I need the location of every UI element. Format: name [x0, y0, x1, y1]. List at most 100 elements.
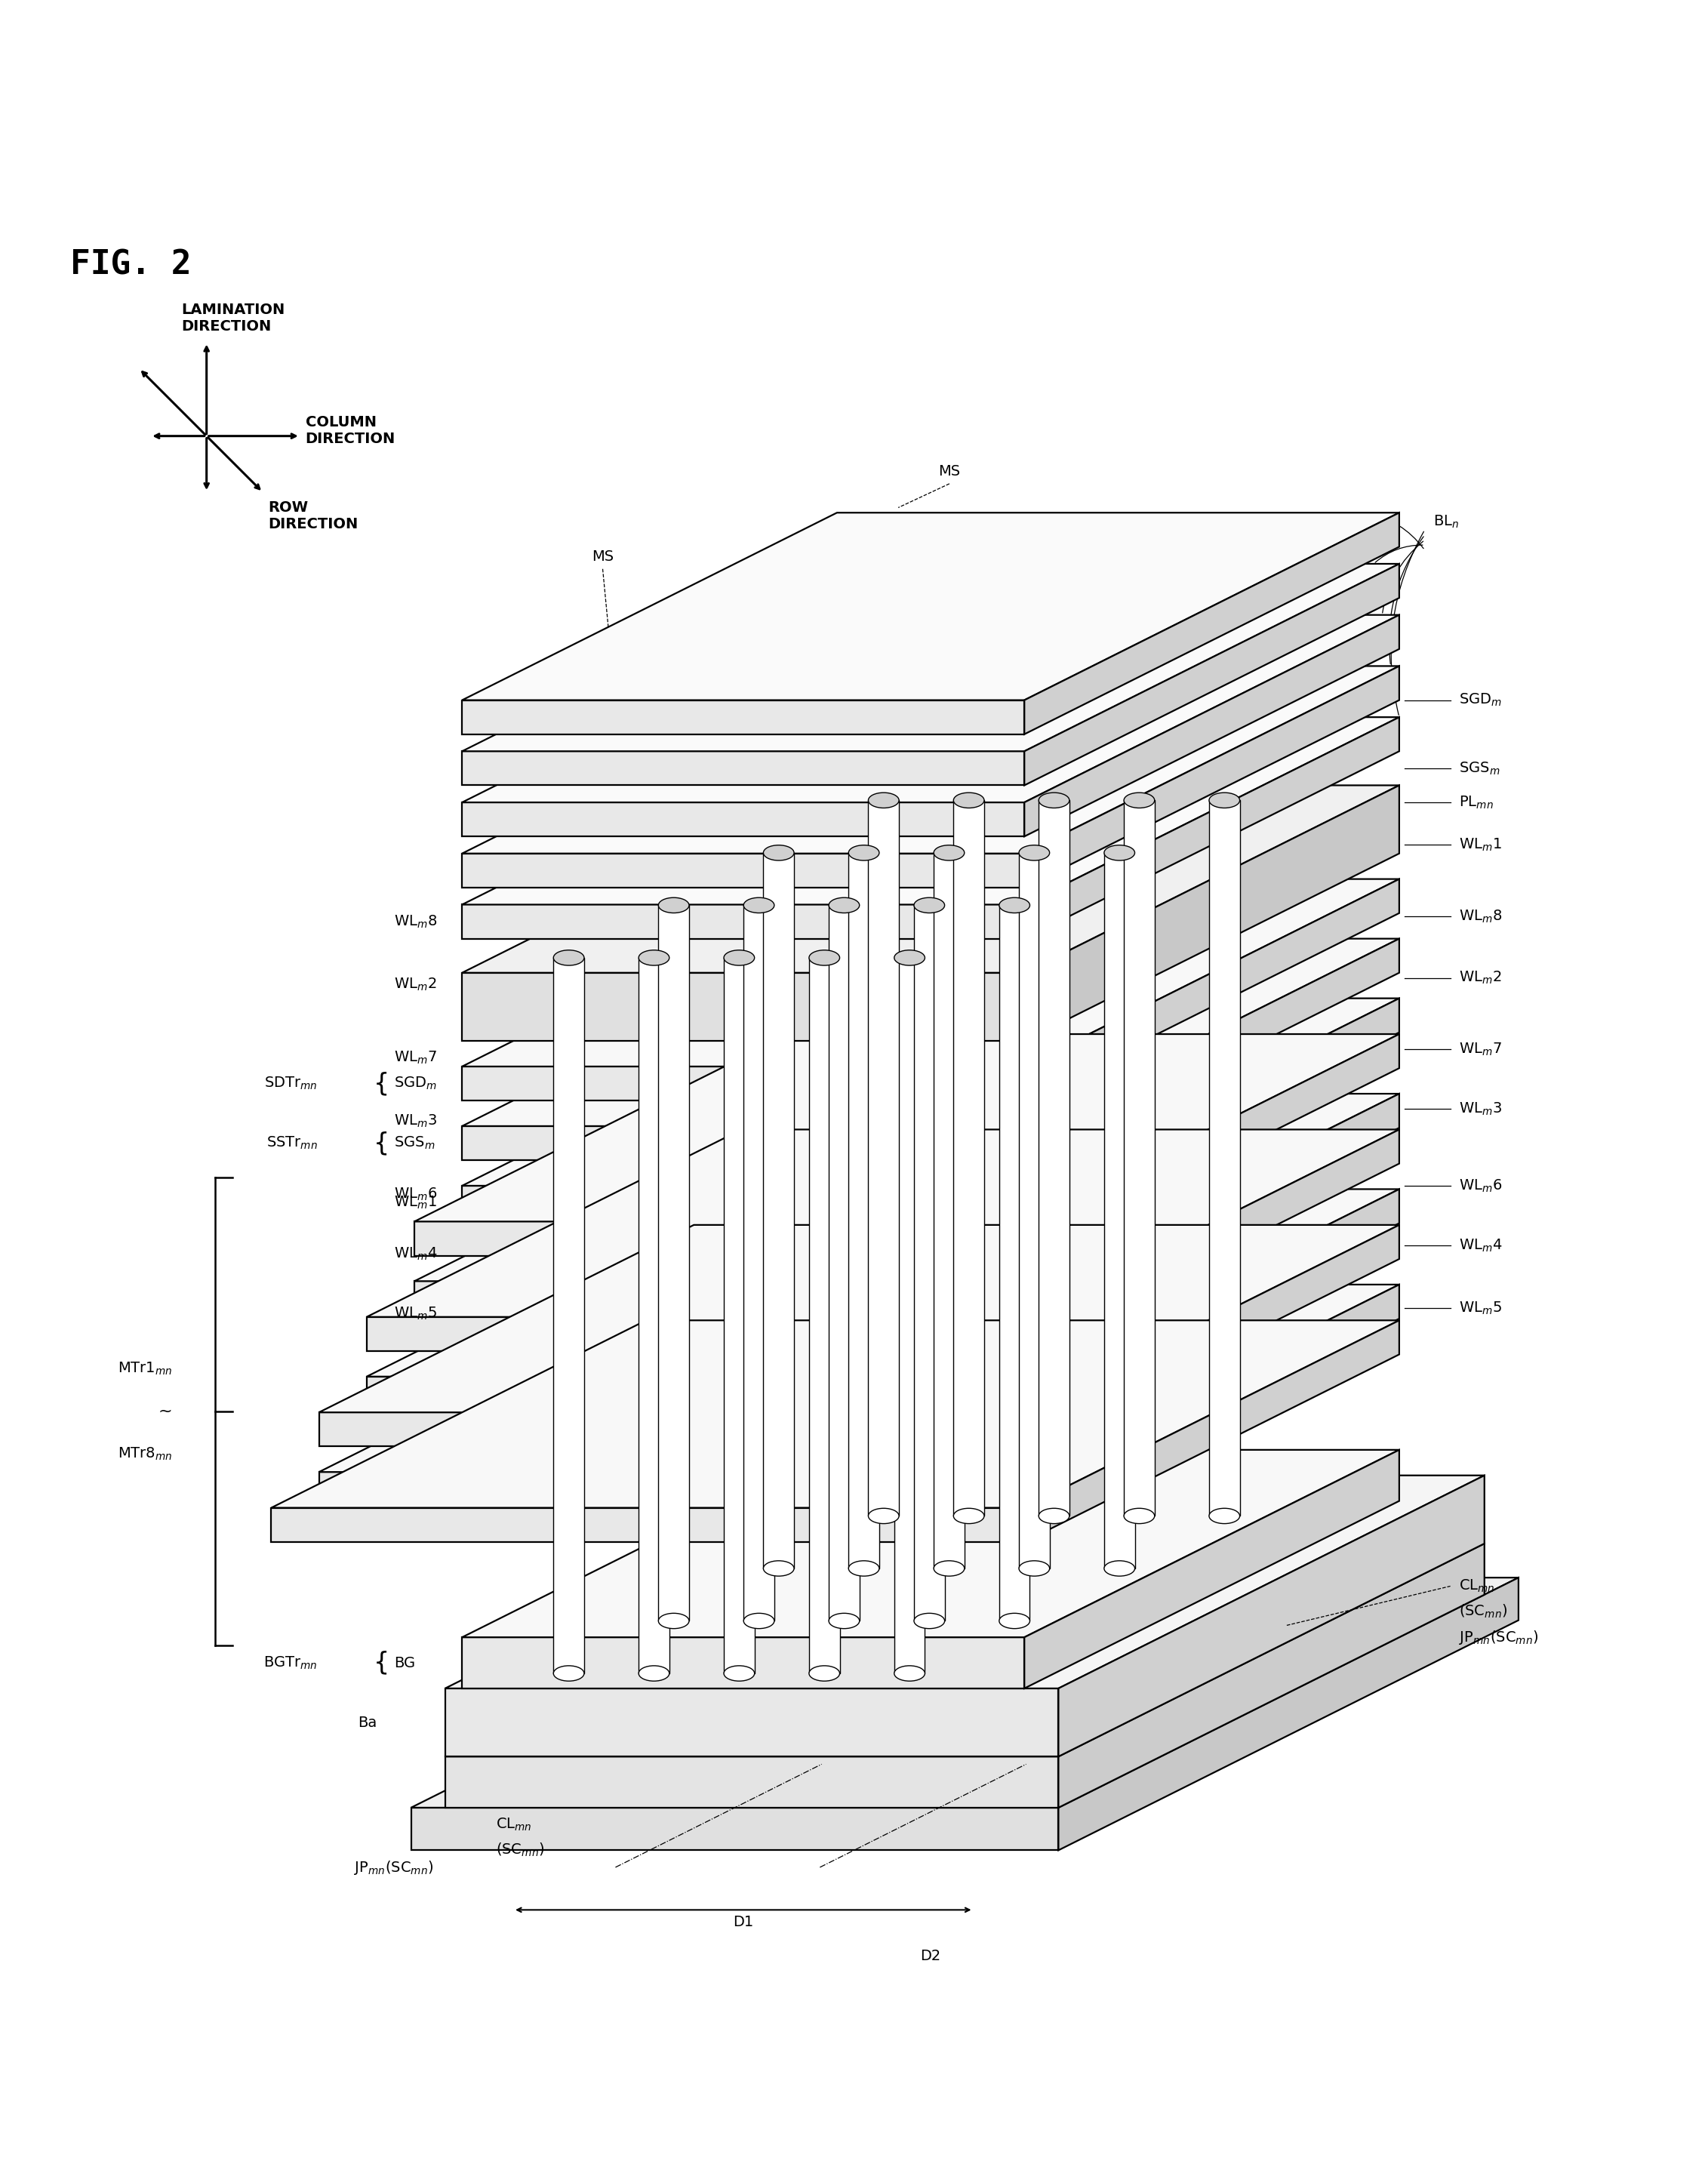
Polygon shape	[895, 958, 924, 1673]
Ellipse shape	[849, 845, 880, 860]
Polygon shape	[463, 1638, 1025, 1688]
Text: (SC$_{mn}$): (SC$_{mn}$)	[1459, 1604, 1508, 1621]
Polygon shape	[412, 1578, 1518, 1807]
Polygon shape	[272, 1508, 1025, 1543]
Text: SDTr$_{mn}$: SDTr$_{mn}$	[265, 1075, 318, 1092]
Ellipse shape	[914, 1612, 945, 1630]
Ellipse shape	[999, 1612, 1030, 1630]
Ellipse shape	[1038, 1508, 1069, 1523]
Ellipse shape	[763, 1560, 794, 1575]
Polygon shape	[463, 904, 1025, 938]
Text: WL$_m$8: WL$_m$8	[395, 914, 437, 930]
Polygon shape	[463, 1450, 1399, 1638]
Text: BGTr$_{mn}$: BGTr$_{mn}$	[263, 1656, 318, 1671]
Ellipse shape	[934, 1560, 965, 1575]
Ellipse shape	[895, 1666, 924, 1682]
Polygon shape	[1209, 800, 1240, 1517]
Text: JP$_{mn}$(SC$_{mn}$): JP$_{mn}$(SC$_{mn}$)	[1459, 1630, 1539, 1647]
Polygon shape	[1059, 1578, 1518, 1851]
Text: {: {	[374, 1131, 389, 1155]
Ellipse shape	[810, 1666, 840, 1682]
Text: WL$_m$2: WL$_m$2	[395, 977, 437, 992]
Text: WL$_m$8: WL$_m$8	[1459, 908, 1501, 925]
Polygon shape	[1025, 717, 1399, 938]
Ellipse shape	[639, 1666, 670, 1682]
Text: WL$_m$6: WL$_m$6	[1459, 1177, 1501, 1194]
Ellipse shape	[724, 949, 755, 966]
Text: MTr1$_{mn}$: MTr1$_{mn}$	[118, 1361, 173, 1376]
Ellipse shape	[1124, 1508, 1155, 1523]
Ellipse shape	[828, 897, 859, 912]
Polygon shape	[1059, 1543, 1484, 1807]
Polygon shape	[868, 800, 898, 1517]
Ellipse shape	[868, 793, 898, 808]
Polygon shape	[1025, 1094, 1399, 1315]
Polygon shape	[463, 1127, 1025, 1159]
Ellipse shape	[868, 1508, 898, 1523]
Ellipse shape	[1124, 793, 1155, 808]
Text: PL$_{mn}$: PL$_{mn}$	[552, 886, 588, 901]
Polygon shape	[415, 1034, 1399, 1222]
Ellipse shape	[999, 897, 1030, 912]
Polygon shape	[367, 1190, 1399, 1376]
Ellipse shape	[1038, 793, 1069, 808]
Text: PL$_{mn}$: PL$_{mn}$	[1459, 795, 1493, 810]
Polygon shape	[1025, 1190, 1399, 1411]
Polygon shape	[1025, 1129, 1399, 1350]
Text: WL$_m$4: WL$_m$4	[395, 1246, 437, 1261]
Polygon shape	[1038, 800, 1069, 1517]
Polygon shape	[463, 700, 1025, 735]
Polygon shape	[658, 906, 688, 1621]
Polygon shape	[1025, 615, 1399, 836]
Text: SGD$_m$: SGD$_m$	[395, 1075, 437, 1092]
Text: FIG. 2: FIG. 2	[70, 249, 191, 282]
Text: CL$_{mn}$: CL$_{mn}$	[1459, 1578, 1494, 1595]
Polygon shape	[1025, 1450, 1399, 1688]
Text: SL$_n$: SL$_n$	[883, 836, 909, 854]
Text: D2: D2	[921, 1948, 941, 1963]
Polygon shape	[934, 854, 965, 1569]
Polygon shape	[1025, 938, 1399, 1159]
Ellipse shape	[658, 1612, 688, 1630]
Polygon shape	[1059, 1476, 1484, 1757]
Polygon shape	[463, 880, 1399, 1066]
Polygon shape	[1020, 854, 1050, 1569]
Ellipse shape	[849, 1560, 880, 1575]
Polygon shape	[463, 938, 1399, 1127]
Text: MS: MS	[938, 464, 960, 479]
Polygon shape	[415, 1222, 1025, 1255]
Polygon shape	[367, 1129, 1399, 1318]
Text: SGS$_m$: SGS$_m$	[395, 1136, 436, 1151]
Polygon shape	[1025, 999, 1399, 1220]
Polygon shape	[415, 1094, 1399, 1281]
Polygon shape	[463, 717, 1399, 904]
Ellipse shape	[553, 1666, 584, 1682]
Polygon shape	[849, 854, 880, 1569]
Ellipse shape	[553, 949, 584, 966]
Polygon shape	[272, 1320, 1399, 1508]
Text: SGD$_m$: SGD$_m$	[1459, 691, 1501, 709]
Polygon shape	[463, 973, 1025, 1040]
Polygon shape	[319, 1471, 1025, 1506]
Ellipse shape	[724, 1666, 755, 1682]
Ellipse shape	[934, 845, 965, 860]
Text: MTr8$_{mn}$: MTr8$_{mn}$	[118, 1445, 173, 1463]
Polygon shape	[724, 958, 755, 1673]
Polygon shape	[463, 615, 1399, 802]
Polygon shape	[639, 958, 670, 1673]
Polygon shape	[446, 1476, 1484, 1688]
Text: JP$_{mn}$(SC$_{mn}$): JP$_{mn}$(SC$_{mn}$)	[354, 1859, 434, 1877]
Text: WL$_m$6: WL$_m$6	[395, 1185, 437, 1203]
Text: BL$_n$: BL$_n$	[1433, 514, 1459, 529]
Text: WL$_m$1: WL$_m$1	[395, 1194, 437, 1211]
Polygon shape	[319, 1224, 1399, 1413]
Text: WL$_m$3: WL$_m$3	[395, 1114, 437, 1129]
Text: WL$_m$3: WL$_m$3	[1459, 1101, 1501, 1118]
Polygon shape	[1025, 1034, 1399, 1255]
Text: MS: MS	[591, 550, 613, 563]
Polygon shape	[463, 563, 1399, 752]
Text: WL$_m$7: WL$_m$7	[1459, 1042, 1501, 1057]
Polygon shape	[319, 1413, 1025, 1445]
Text: WL$_m$5: WL$_m$5	[1459, 1300, 1501, 1318]
Ellipse shape	[1103, 845, 1134, 860]
